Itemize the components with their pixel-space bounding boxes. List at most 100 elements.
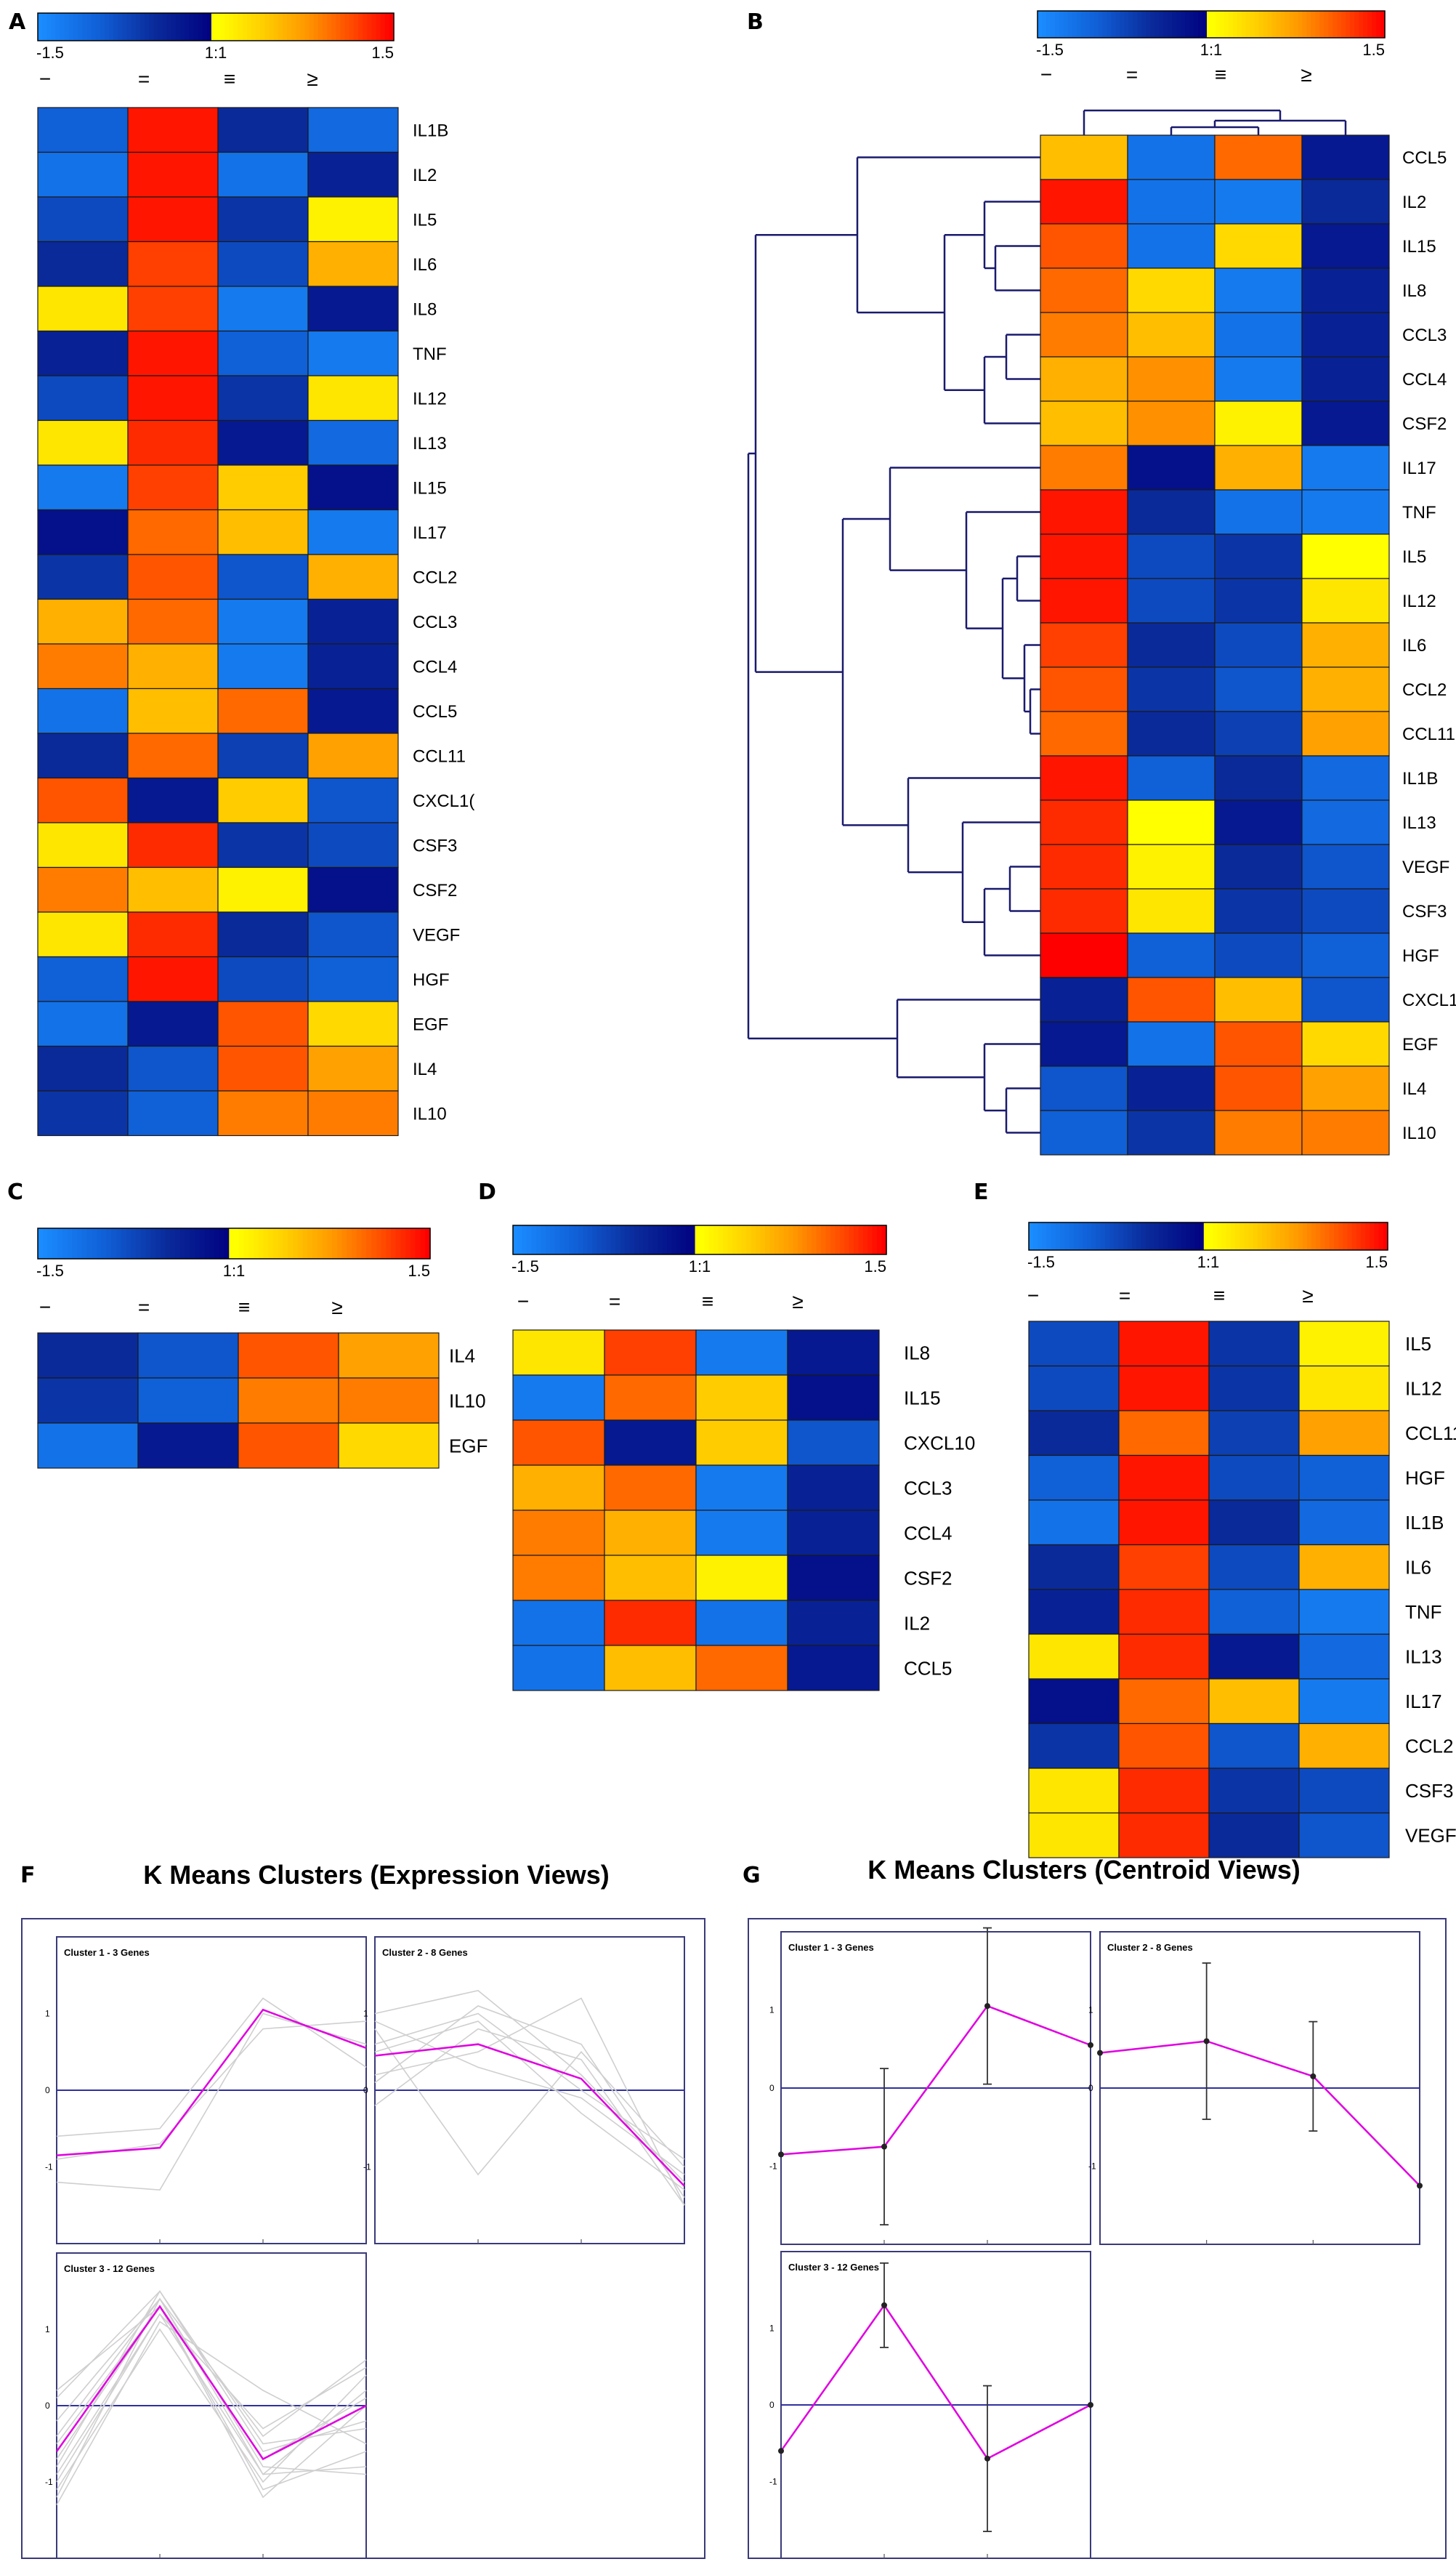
scale-swatch — [51, 13, 57, 41]
scale-swatch — [1104, 1222, 1110, 1250]
heatmap-cell — [127, 1045, 219, 1092]
scale-swatch — [844, 1225, 850, 1254]
scale-swatch — [1176, 1222, 1182, 1250]
scale-swatch — [662, 1225, 668, 1254]
heatmap-cell — [512, 1419, 605, 1466]
heatmap-cell — [1127, 799, 1216, 845]
scale-swatch — [1253, 1222, 1258, 1250]
heatmap-cell — [1301, 666, 1390, 712]
heatmap-cell — [1040, 755, 1128, 801]
scale-swatch — [91, 13, 97, 41]
heatmap-cell — [37, 688, 129, 734]
scale-swatch — [1232, 11, 1238, 38]
heatmap-cell — [37, 330, 129, 376]
scale-swatch — [380, 13, 386, 41]
column-symbol: ≡ — [1215, 63, 1226, 86]
heatmap-cell — [1040, 844, 1128, 890]
heatmap-cell — [37, 151, 129, 198]
scale-swatch — [1159, 11, 1164, 38]
scale-swatch — [727, 1225, 733, 1254]
scale-swatch — [1080, 11, 1086, 38]
scale-swatch — [732, 1225, 737, 1254]
heatmap-cell — [1214, 977, 1303, 1023]
subplot-title: Cluster 1 - 3 Genes — [64, 1947, 150, 1958]
heatmap-cell — [37, 956, 129, 1002]
row-label: CCL2 — [1405, 1736, 1453, 1757]
heatmap-cell — [1214, 622, 1303, 668]
row-label: EGF — [413, 1015, 448, 1034]
heatmap-cell — [307, 1045, 399, 1092]
heatmap-cell — [1040, 223, 1128, 269]
scale-swatch — [779, 1225, 785, 1254]
heatmap-cell — [1301, 1021, 1390, 1067]
member-line — [56, 2305, 367, 2499]
heatmap-cell — [1028, 1812, 1120, 1858]
heatmap-cell — [512, 1510, 605, 1556]
scale-swatch — [559, 1225, 565, 1254]
scale-swatch — [1271, 1222, 1277, 1250]
scale-swatch — [1241, 11, 1247, 38]
heatmap-cell — [307, 151, 399, 198]
column-symbol: − — [39, 1296, 51, 1318]
color-scale-b: -1.5 1:1 1.5 — [1036, 10, 1386, 59]
heatmap-cell — [127, 956, 219, 1002]
heatmap-cell — [217, 554, 309, 600]
row-label: IL17 — [1402, 459, 1436, 478]
heatmap-cell — [1127, 179, 1216, 225]
heatmap-cell — [1118, 1321, 1210, 1367]
scale-swatch — [1098, 11, 1104, 38]
scale-swatch — [95, 13, 101, 41]
scale-swatch — [545, 1225, 551, 1254]
scale-swatch — [251, 13, 256, 41]
subplot-title: Cluster 2 - 8 Genes — [1107, 1942, 1193, 1953]
scale-swatch — [145, 13, 150, 41]
scale-swatch — [1145, 1222, 1151, 1250]
member-line — [374, 1989, 685, 2183]
scale-swatch — [877, 1225, 883, 1254]
heatmap-cell — [217, 1045, 309, 1092]
heatmap-cell — [1040, 1021, 1128, 1067]
scale-swatch — [73, 13, 78, 41]
row-label: HGF — [413, 970, 450, 990]
scale-swatch — [1150, 11, 1155, 38]
heatmap-cell — [1040, 977, 1128, 1023]
column-symbol: − — [1027, 1284, 1039, 1307]
scale-swatch — [1370, 1222, 1375, 1250]
heatmap-cell — [1208, 1499, 1300, 1546]
scale-swatch — [126, 13, 132, 41]
heatmap-cell — [127, 419, 219, 466]
heatmap-cell — [695, 1419, 788, 1466]
scale-swatch — [1072, 11, 1077, 38]
heatmap-cell — [307, 241, 399, 287]
scale-swatch — [1042, 1222, 1048, 1250]
scale-swatch — [55, 13, 61, 41]
scale-swatch — [1275, 1222, 1281, 1250]
centroid-point — [1310, 2073, 1317, 2079]
heatmap-cell — [1301, 844, 1390, 890]
column-symbols-a: − = ≡ ≥ — [39, 68, 318, 90]
scale-swatch — [336, 13, 341, 41]
scale-swatch — [1332, 11, 1338, 38]
heatmap-cell — [1301, 533, 1390, 579]
heatmap-cell — [1301, 400, 1390, 446]
scale-swatch — [1365, 1222, 1370, 1250]
heatmap-cell — [37, 866, 129, 913]
heatmap-cell — [604, 1645, 697, 1691]
heatmap-cell — [37, 598, 129, 645]
heatmap-cell — [307, 464, 399, 511]
scale-min-label: -1.5 — [36, 1262, 64, 1280]
heatmap-cell — [127, 151, 219, 198]
scale-swatch — [1228, 11, 1234, 38]
scale-swatch — [1328, 11, 1333, 38]
scale-swatch — [1159, 1222, 1164, 1250]
member-line — [56, 2297, 367, 2438]
heatmap-cell — [695, 1555, 788, 1601]
panel-g-frame — [748, 1918, 1447, 2559]
scale-swatch — [175, 1228, 181, 1259]
centroid-point — [984, 2455, 990, 2462]
scale-swatch — [769, 1225, 775, 1254]
scale-swatch — [1338, 1222, 1343, 1250]
heatmap-cell — [1127, 267, 1216, 313]
row-label: IL5 — [1405, 1333, 1431, 1355]
